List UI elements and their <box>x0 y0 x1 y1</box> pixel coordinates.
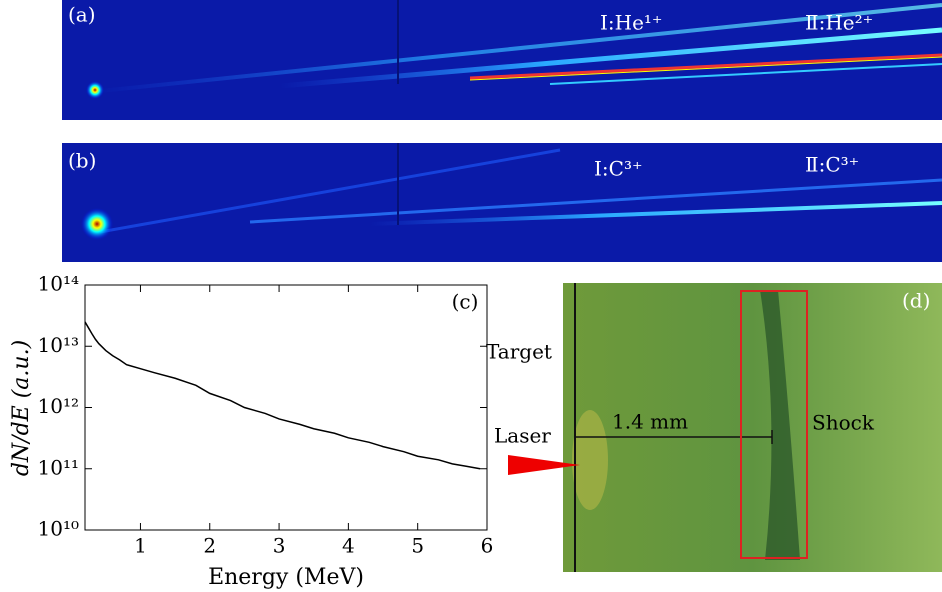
annotation: Ⅱ:C³⁺ <box>805 153 859 177</box>
annotation: Target <box>486 340 552 364</box>
x-tick-label: 1 <box>134 534 147 558</box>
annotation: Laser <box>494 424 551 448</box>
panel-label: (b) <box>68 149 96 173</box>
x-tick-label: 2 <box>203 534 216 558</box>
y-tick-label: 10¹¹ <box>38 455 79 479</box>
x-tick-label: 6 <box>481 534 494 558</box>
x-tick-label: 5 <box>411 534 424 558</box>
axes-frame <box>84 284 488 531</box>
panel-label: (d) <box>902 289 930 313</box>
panel-c: (c) Energy (MeV) dN/dE (a.u.) 10¹⁰ 10¹¹ 10… <box>9 272 493 591</box>
y-tick-label: 10¹⁴ <box>38 272 79 296</box>
y-axis-label: dN/dE (a.u.) <box>9 340 34 476</box>
annotation: Ⅱ:He²⁺ <box>805 11 873 35</box>
panel-b: (b) I:C³⁺ Ⅱ:C³⁺ <box>62 143 942 262</box>
y-tick-label: 10¹³ <box>38 333 79 357</box>
panel-a: (a) I:He¹⁺ Ⅱ:He²⁺ <box>62 0 942 120</box>
panel-label: (c) <box>452 290 479 314</box>
x-tick-label: 4 <box>342 534 355 558</box>
y-tick-label: 10¹⁰ <box>38 517 79 541</box>
y-tick-label: 10¹² <box>38 394 79 418</box>
annotation: I:He¹⁺ <box>600 11 663 35</box>
panel-label: (a) <box>68 3 96 27</box>
x-tick-label: 3 <box>273 534 286 558</box>
annotation: Shock <box>812 411 875 435</box>
x-axis-label: Energy (MeV) <box>208 565 364 590</box>
data-line <box>84 321 481 470</box>
panel-d: (d) Target Laser 1.4 mm Shock <box>486 283 942 572</box>
annotation: I:C³⁺ <box>594 157 643 181</box>
annotation: 1.4 mm <box>612 410 688 434</box>
